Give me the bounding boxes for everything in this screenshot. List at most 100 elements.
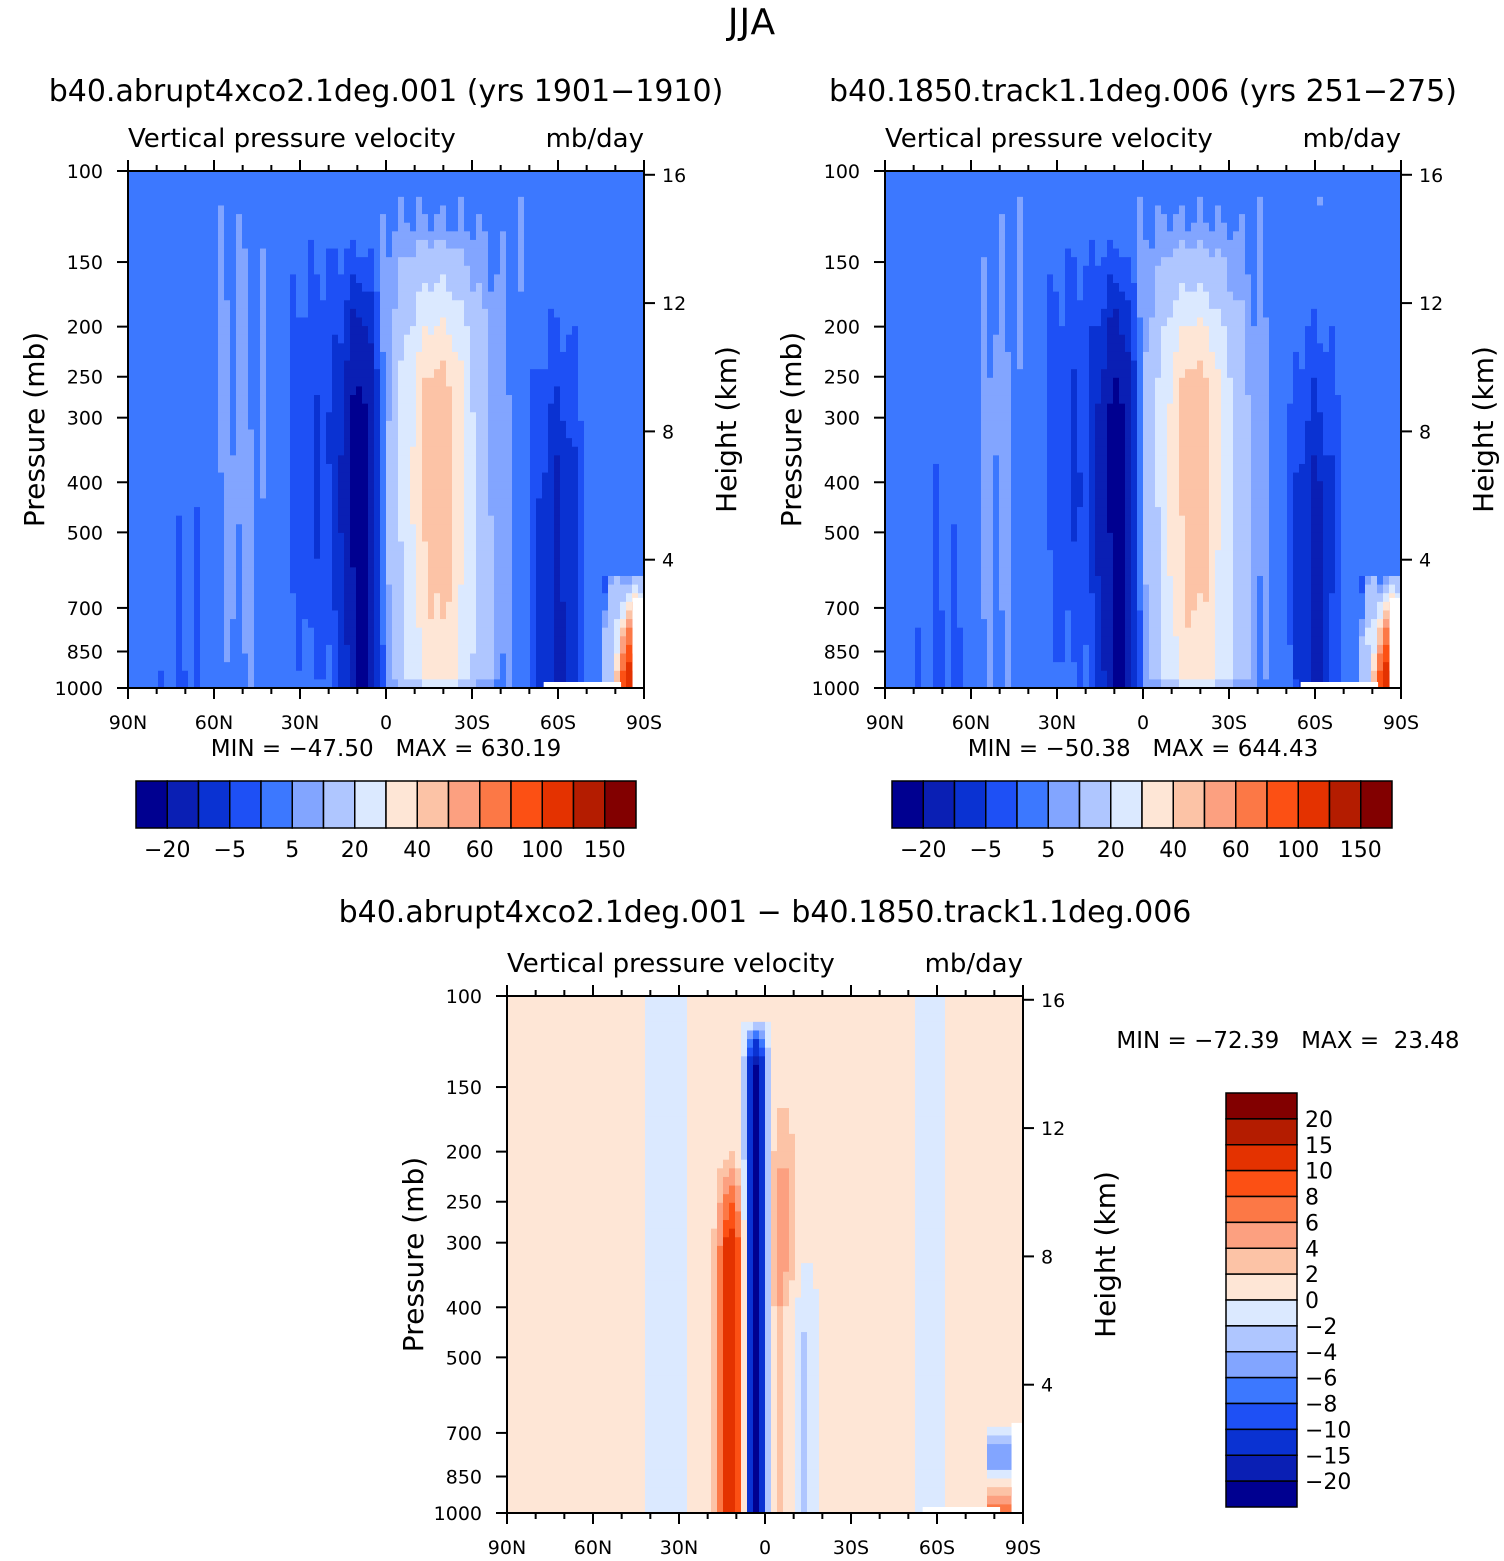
field-cell xyxy=(530,601,537,612)
field-cell xyxy=(608,472,615,482)
field-cell xyxy=(260,593,267,603)
field-cell xyxy=(206,636,213,646)
field-cell xyxy=(506,575,513,586)
field-cell xyxy=(242,601,249,612)
field-cell xyxy=(344,653,351,663)
field-cell xyxy=(500,196,507,207)
field-cell xyxy=(590,481,597,491)
field-cell xyxy=(266,481,273,491)
field-cell xyxy=(470,395,477,405)
field-cell xyxy=(614,532,621,543)
field-cell xyxy=(236,515,243,525)
field-cell xyxy=(206,239,213,250)
field-cell xyxy=(164,636,171,646)
field-cell xyxy=(614,455,621,465)
field-cell xyxy=(422,619,429,629)
field-cell xyxy=(392,300,399,310)
field-cell xyxy=(608,601,615,612)
field-cell xyxy=(212,653,219,663)
field-cell xyxy=(380,196,387,207)
field-cell xyxy=(530,326,537,336)
field-cell xyxy=(176,171,183,181)
field-cell xyxy=(608,334,615,344)
field-cell xyxy=(212,360,219,370)
field-cell xyxy=(584,188,591,198)
field-cell xyxy=(620,317,627,327)
field-cell xyxy=(380,489,387,500)
field-cell xyxy=(242,481,249,491)
field-cell xyxy=(470,558,477,568)
field-cell xyxy=(518,438,525,448)
field-cell xyxy=(446,222,453,232)
field-cell xyxy=(128,446,135,456)
field-cell xyxy=(608,670,615,680)
field-cell xyxy=(368,420,375,431)
field-cell xyxy=(212,351,219,362)
field-cell xyxy=(212,532,219,543)
field-cell xyxy=(182,455,189,465)
field-cell xyxy=(272,627,279,637)
field-cell xyxy=(326,188,333,198)
field-cell xyxy=(272,455,279,465)
field-cell xyxy=(410,679,417,689)
field-cell xyxy=(476,412,483,422)
field-cell xyxy=(500,360,507,370)
field-cell xyxy=(452,472,459,482)
field-cell xyxy=(542,662,549,672)
field-cell xyxy=(224,369,231,379)
field-cell xyxy=(560,429,567,439)
field-cell xyxy=(200,662,207,672)
field-cell xyxy=(356,239,363,250)
field-cell xyxy=(170,662,177,672)
field-cell xyxy=(584,515,591,525)
field-cell xyxy=(266,515,273,525)
field-cell xyxy=(338,239,345,250)
field-cell xyxy=(470,653,477,663)
field-cell xyxy=(314,593,321,603)
field-cell xyxy=(278,515,285,525)
field-cell xyxy=(200,567,207,577)
field-cell xyxy=(362,532,369,543)
field-cell xyxy=(176,515,183,525)
field-cell xyxy=(230,214,237,224)
field-cell xyxy=(458,455,465,465)
field-cell xyxy=(458,601,465,612)
field-cell xyxy=(242,636,249,646)
field-cell xyxy=(212,265,219,275)
field-cell xyxy=(500,662,507,672)
field-cell xyxy=(536,196,543,207)
field-cell xyxy=(194,214,201,224)
field-cell xyxy=(500,567,507,577)
field-cell xyxy=(368,644,375,655)
field-cell xyxy=(368,662,375,672)
field-cell xyxy=(194,584,201,594)
field-cell xyxy=(170,532,177,543)
field-cell xyxy=(524,653,531,663)
field-cell xyxy=(374,291,381,301)
field-cell xyxy=(584,532,591,543)
field-cell xyxy=(608,343,615,353)
field-cell xyxy=(590,360,597,370)
field-cell xyxy=(560,395,567,405)
field-cell xyxy=(482,171,489,181)
field-cell xyxy=(464,463,471,474)
field-cell xyxy=(170,575,177,586)
field-cell xyxy=(200,231,207,241)
field-cell xyxy=(476,308,483,319)
field-cell xyxy=(236,300,243,310)
field-cell xyxy=(398,291,405,301)
field-cell xyxy=(170,386,177,396)
field-cell xyxy=(476,558,483,568)
field-cell xyxy=(344,412,351,422)
field-cell xyxy=(272,653,279,663)
field-cell xyxy=(182,308,189,319)
field-cell xyxy=(458,326,465,336)
field-cell xyxy=(590,653,597,663)
field-cell xyxy=(542,455,549,465)
field-cell xyxy=(548,377,555,388)
field-cell xyxy=(614,627,621,637)
field-cell xyxy=(314,438,321,448)
field-cell xyxy=(176,524,183,534)
field-cell xyxy=(476,653,483,663)
field-cell xyxy=(278,636,285,646)
